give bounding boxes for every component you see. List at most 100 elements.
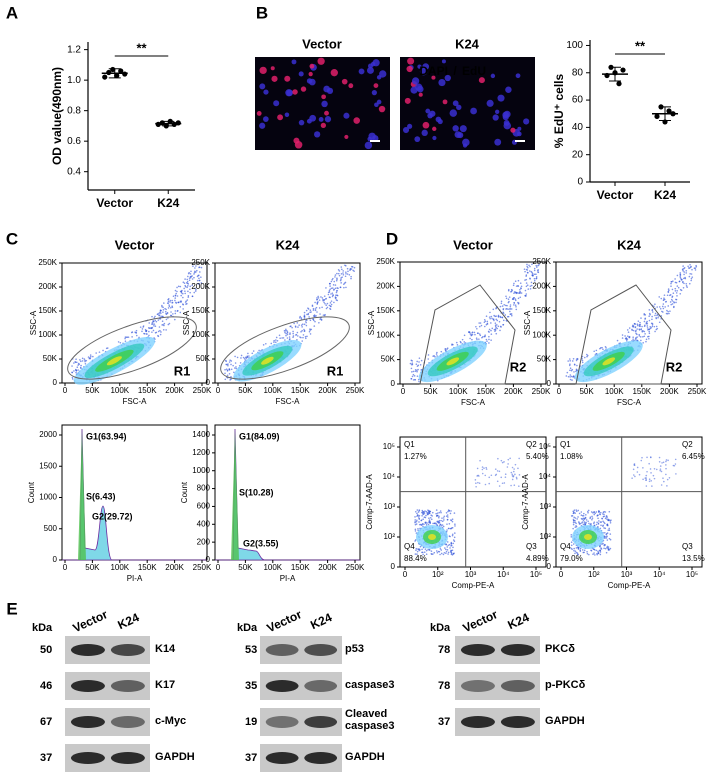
event xyxy=(669,301,672,303)
event xyxy=(483,321,486,324)
event xyxy=(672,464,675,467)
event xyxy=(139,326,142,328)
protein-label: p-PKCδ xyxy=(545,679,585,691)
event xyxy=(166,312,169,314)
event xyxy=(624,335,626,337)
protein-name: caspase3 xyxy=(345,679,395,691)
event xyxy=(438,522,440,524)
event xyxy=(504,314,507,316)
event xyxy=(83,358,86,360)
event xyxy=(162,311,164,313)
event xyxy=(415,547,418,550)
event xyxy=(604,517,607,520)
event xyxy=(135,334,138,337)
event xyxy=(509,308,511,310)
event xyxy=(683,271,686,273)
event xyxy=(426,522,428,524)
nucleus xyxy=(492,114,499,121)
quadrant-name: Q1 xyxy=(404,440,415,449)
event xyxy=(666,478,669,481)
event xyxy=(599,347,601,350)
event xyxy=(414,516,416,518)
event xyxy=(533,279,536,282)
event xyxy=(484,320,487,322)
y-axis-label: Count xyxy=(180,481,189,503)
event xyxy=(679,276,682,279)
event xyxy=(572,527,574,530)
event xyxy=(189,291,191,294)
event xyxy=(507,463,509,465)
event xyxy=(577,548,580,550)
g1-fit xyxy=(231,429,239,560)
event xyxy=(415,369,418,372)
event xyxy=(648,319,651,322)
event xyxy=(583,512,585,515)
event xyxy=(565,375,568,377)
event xyxy=(446,546,449,548)
event xyxy=(310,328,313,331)
event xyxy=(334,287,337,290)
event xyxy=(228,369,231,371)
event xyxy=(162,315,164,318)
event xyxy=(422,518,424,521)
event xyxy=(583,521,586,523)
event xyxy=(576,518,578,520)
event xyxy=(634,475,636,478)
x-tick-label: 50K xyxy=(579,387,594,396)
event xyxy=(492,318,495,321)
event xyxy=(694,269,697,271)
event xyxy=(600,524,602,527)
image-title: Vector xyxy=(302,36,342,51)
protein-label: Cleaved caspase3 xyxy=(345,708,395,732)
event xyxy=(689,266,692,269)
event xyxy=(420,359,423,362)
event xyxy=(196,275,199,278)
annotation: S(6.43) xyxy=(86,491,116,501)
protein-name: PKCδ xyxy=(545,643,575,655)
event xyxy=(433,522,436,524)
event xyxy=(440,511,442,514)
event xyxy=(182,296,184,299)
event xyxy=(651,311,654,313)
data-point xyxy=(175,120,181,126)
event xyxy=(284,331,286,334)
event xyxy=(651,485,653,487)
y-tick-label: 100K xyxy=(532,330,551,339)
event xyxy=(608,510,611,513)
event xyxy=(303,323,306,326)
event xyxy=(503,304,506,306)
y-tick-label: 50K xyxy=(196,354,211,363)
event xyxy=(348,273,351,276)
y-tick-label: 250K xyxy=(38,258,57,267)
event xyxy=(478,333,481,335)
event xyxy=(526,271,529,274)
event xyxy=(494,329,497,331)
event xyxy=(461,338,464,341)
event xyxy=(303,314,306,316)
event xyxy=(340,277,342,279)
event xyxy=(161,305,163,308)
event xyxy=(677,286,680,289)
event xyxy=(509,313,512,315)
event xyxy=(429,510,432,513)
event xyxy=(474,479,477,481)
event xyxy=(485,468,488,470)
event xyxy=(179,285,182,288)
event xyxy=(512,475,515,477)
event xyxy=(675,281,678,284)
y-tick-label: 2000 xyxy=(39,430,57,439)
event xyxy=(511,478,514,481)
event xyxy=(601,517,603,520)
event xyxy=(414,378,416,381)
event xyxy=(576,369,578,372)
quadrant-percent: 13.5% xyxy=(682,554,705,563)
event xyxy=(345,272,347,275)
event xyxy=(658,460,661,463)
event xyxy=(153,320,155,323)
event xyxy=(605,535,607,538)
quadrant-percent: 1.27% xyxy=(404,452,427,461)
event xyxy=(493,319,495,322)
event xyxy=(667,305,670,307)
stain-label: / xyxy=(453,64,457,78)
event xyxy=(419,545,422,548)
